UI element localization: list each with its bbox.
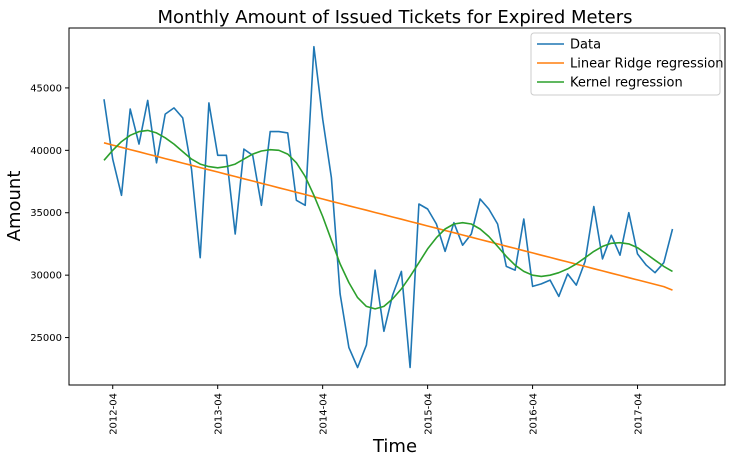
x-tick-label: 2017-04 <box>634 393 645 435</box>
series-line-0 <box>103 45 674 369</box>
x-tick-label: 2013-04 <box>214 393 225 435</box>
y-tick-label: 25000 <box>30 333 62 344</box>
legend-entries: Data Linear Ridge regression Kernel regres… <box>537 38 724 91</box>
legend-label-2: Kernel regression <box>570 76 683 91</box>
chart-title: Monthly Amount of Issued Tickets for Exp… <box>157 7 632 28</box>
x-axis: 2012-04 2013-04 2014-04 2015-04 2016-04 2017-… <box>109 385 645 435</box>
plot-lines <box>103 45 674 369</box>
legend-label-0: Data <box>570 38 601 53</box>
x-tick-label: 2012-04 <box>109 393 120 435</box>
x-tick-label: 2016-04 <box>529 393 540 435</box>
x-axis-label: Time <box>372 436 417 457</box>
y-tick-label: 35000 <box>30 208 62 219</box>
y-tick-label: 30000 <box>30 271 62 282</box>
legend: Data Linear Ridge regression Kernel regres… <box>530 32 724 96</box>
series-line-2 <box>103 129 673 310</box>
y-axis: 25000 30000 35000 40000 45000 <box>30 83 69 344</box>
plot-area-frame <box>68 27 726 386</box>
x-tick-label: 2014-04 <box>319 393 330 435</box>
y-tick-label: 40000 <box>30 146 62 157</box>
series-line-1 <box>103 142 673 291</box>
legend-label-1: Linear Ridge regression <box>570 57 724 72</box>
y-axis-label: Amount <box>4 171 25 242</box>
legend-frame <box>530 32 721 96</box>
y-tick-label: 45000 <box>30 83 62 94</box>
x-tick-label: 2015-04 <box>424 393 435 435</box>
